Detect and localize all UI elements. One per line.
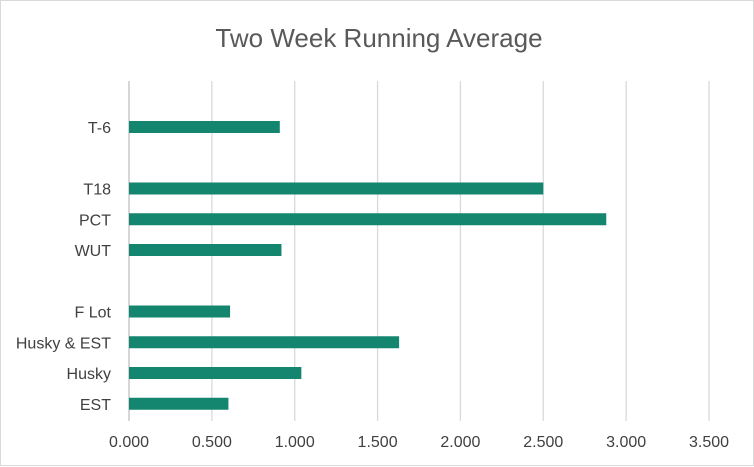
category-label: Husky & EST [16,335,111,352]
bar [129,367,302,379]
bar [129,397,229,410]
category-labels: T-6 T18 PCT WUT F Lot Husky & EST Husky EST [16,120,112,414]
bars [129,121,607,410]
category-label: F Lot [75,305,112,322]
category-label: PCT [79,212,111,229]
x-tick-label: 2.500 [523,434,563,451]
bar [129,213,607,226]
bar [129,336,400,349]
bar [129,121,280,133]
category-label: T-6 [88,120,111,137]
x-tick-label: 2.000 [440,434,480,451]
category-label: Husky [67,366,111,383]
gridlines [128,81,710,421]
bar [129,305,231,318]
category-label: T18 [83,182,111,199]
x-tick-label: 1.000 [275,434,315,451]
x-tick-labels: 0.000 0.500 1.000 1.500 2.000 2.500 3.000 3.500 [109,434,729,451]
bar [129,244,282,256]
category-label: WUT [75,243,112,260]
x-tick-label: 1.500 [358,434,398,451]
bar [129,182,544,195]
chart-title: Two Week Running Average [215,23,542,53]
x-tick-label: 0.000 [109,434,149,451]
x-tick-label: 3.000 [606,434,646,451]
x-tick-label: 0.500 [192,434,232,451]
x-tick-label: 3.500 [689,434,729,451]
category-label: EST [80,397,111,414]
